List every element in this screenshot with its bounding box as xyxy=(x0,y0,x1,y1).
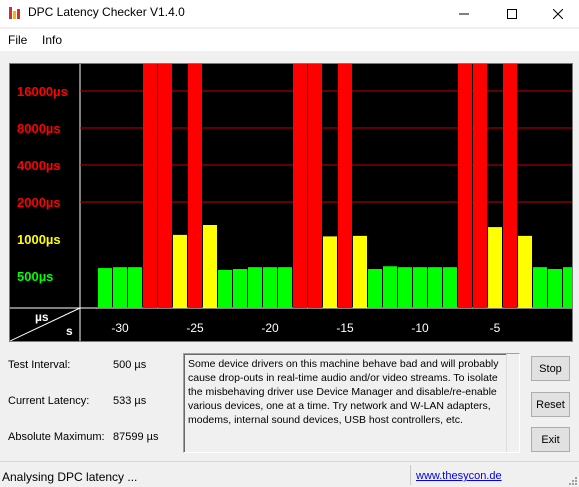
x-tick-label: -30 xyxy=(111,321,129,335)
absolute-maximum-value: 87599 µs xyxy=(113,431,159,443)
latency-bar xyxy=(458,64,472,308)
latency-bar xyxy=(533,267,547,308)
latency-bar xyxy=(323,236,337,308)
latency-bar xyxy=(368,269,382,308)
y-tick-label: 4000µs xyxy=(17,158,61,173)
x-tick-label: -25 xyxy=(186,321,204,335)
close-icon xyxy=(553,8,563,19)
latency-bar xyxy=(563,267,572,308)
latency-bar xyxy=(173,234,187,308)
y-tick-label: 8000µs xyxy=(17,121,61,136)
minimize-button[interactable] xyxy=(441,0,487,27)
menu-info[interactable]: Info xyxy=(42,33,63,47)
close-button[interactable] xyxy=(535,0,579,27)
latency-chart-svg: 16000µs 8000µs 4000µs 2000µs 1000µs 500µs -30 -… xyxy=(10,64,572,341)
status-text: Analysing DPC latency ... xyxy=(2,470,138,484)
latency-bar xyxy=(473,64,487,308)
maximize-icon xyxy=(507,8,517,19)
reset-button[interactable]: Reset xyxy=(531,392,570,417)
maximize-button[interactable] xyxy=(489,0,535,27)
test-interval-label: Test Interval: xyxy=(8,359,71,371)
x-tick-label: -20 xyxy=(261,321,279,335)
x-tick-label: -10 xyxy=(411,321,429,335)
latency-bar xyxy=(233,269,247,308)
latency-bar xyxy=(488,227,502,308)
latency-bar xyxy=(428,267,442,308)
latency-bar xyxy=(383,266,397,308)
y-axis-unit-label: µs xyxy=(35,310,49,324)
resize-grip-icon[interactable] xyxy=(567,475,577,485)
latency-bar xyxy=(503,64,517,308)
title-bar: DPC Latency Checker V1.4.0 xyxy=(0,0,579,27)
latency-bar xyxy=(218,269,232,308)
x-tick-label: -15 xyxy=(336,321,354,335)
message-scrollbar[interactable] xyxy=(506,354,519,452)
latency-bar xyxy=(518,235,532,308)
latency-bar xyxy=(98,268,112,308)
latency-bar xyxy=(203,224,217,308)
latency-bar xyxy=(293,64,307,308)
x-axis-unit-label: s xyxy=(66,324,73,338)
y-tick-label: 500µs xyxy=(17,269,53,284)
message-box[interactable]: Some device drivers on this machine beha… xyxy=(183,353,520,453)
latency-bar xyxy=(128,267,142,308)
latency-bar xyxy=(353,235,367,308)
menu-bar: File Info xyxy=(0,29,579,51)
latency-bar xyxy=(278,267,292,308)
driver-warning-message: Some device drivers on this machine beha… xyxy=(188,358,499,426)
latency-bar xyxy=(188,64,202,308)
latency-bar xyxy=(263,267,277,308)
latency-bar xyxy=(398,267,412,308)
latency-bar xyxy=(338,64,352,308)
axis-corner-diagonal xyxy=(10,307,81,341)
status-separator xyxy=(410,465,411,485)
latency-bar xyxy=(248,267,262,308)
latency-bar xyxy=(113,267,127,308)
website-link[interactable]: www.thesycon.de xyxy=(416,470,502,482)
latency-bar xyxy=(443,267,457,308)
absolute-maximum-label: Absolute Maximum: xyxy=(8,431,105,443)
latency-bar xyxy=(158,64,172,308)
menu-file[interactable]: File xyxy=(8,33,28,47)
stop-button[interactable]: Stop xyxy=(531,356,570,381)
latency-bar xyxy=(308,64,322,308)
y-tick-label: 1000µs xyxy=(17,232,61,247)
y-tick-label: 2000µs xyxy=(17,195,61,210)
window-title: DPC Latency Checker V1.4.0 xyxy=(28,5,185,19)
latency-bar xyxy=(143,64,157,308)
exit-button[interactable]: Exit xyxy=(531,427,570,452)
latency-chart: 16000µs 8000µs 4000µs 2000µs 1000µs 500µs -30 -… xyxy=(9,63,573,342)
latency-bar xyxy=(548,269,562,308)
y-tick-label: 16000µs xyxy=(17,84,68,99)
current-latency-label: Current Latency: xyxy=(8,395,90,407)
current-latency-value: 533 µs xyxy=(113,395,147,407)
test-interval-value: 500 µs xyxy=(113,359,147,371)
x-tick-label: -5 xyxy=(490,321,501,335)
dpc-app-icon xyxy=(9,7,20,19)
status-bar: Analysing DPC latency ... www.thesycon.d… xyxy=(0,461,579,487)
latency-bar xyxy=(413,267,427,308)
minimize-icon xyxy=(459,13,469,14)
